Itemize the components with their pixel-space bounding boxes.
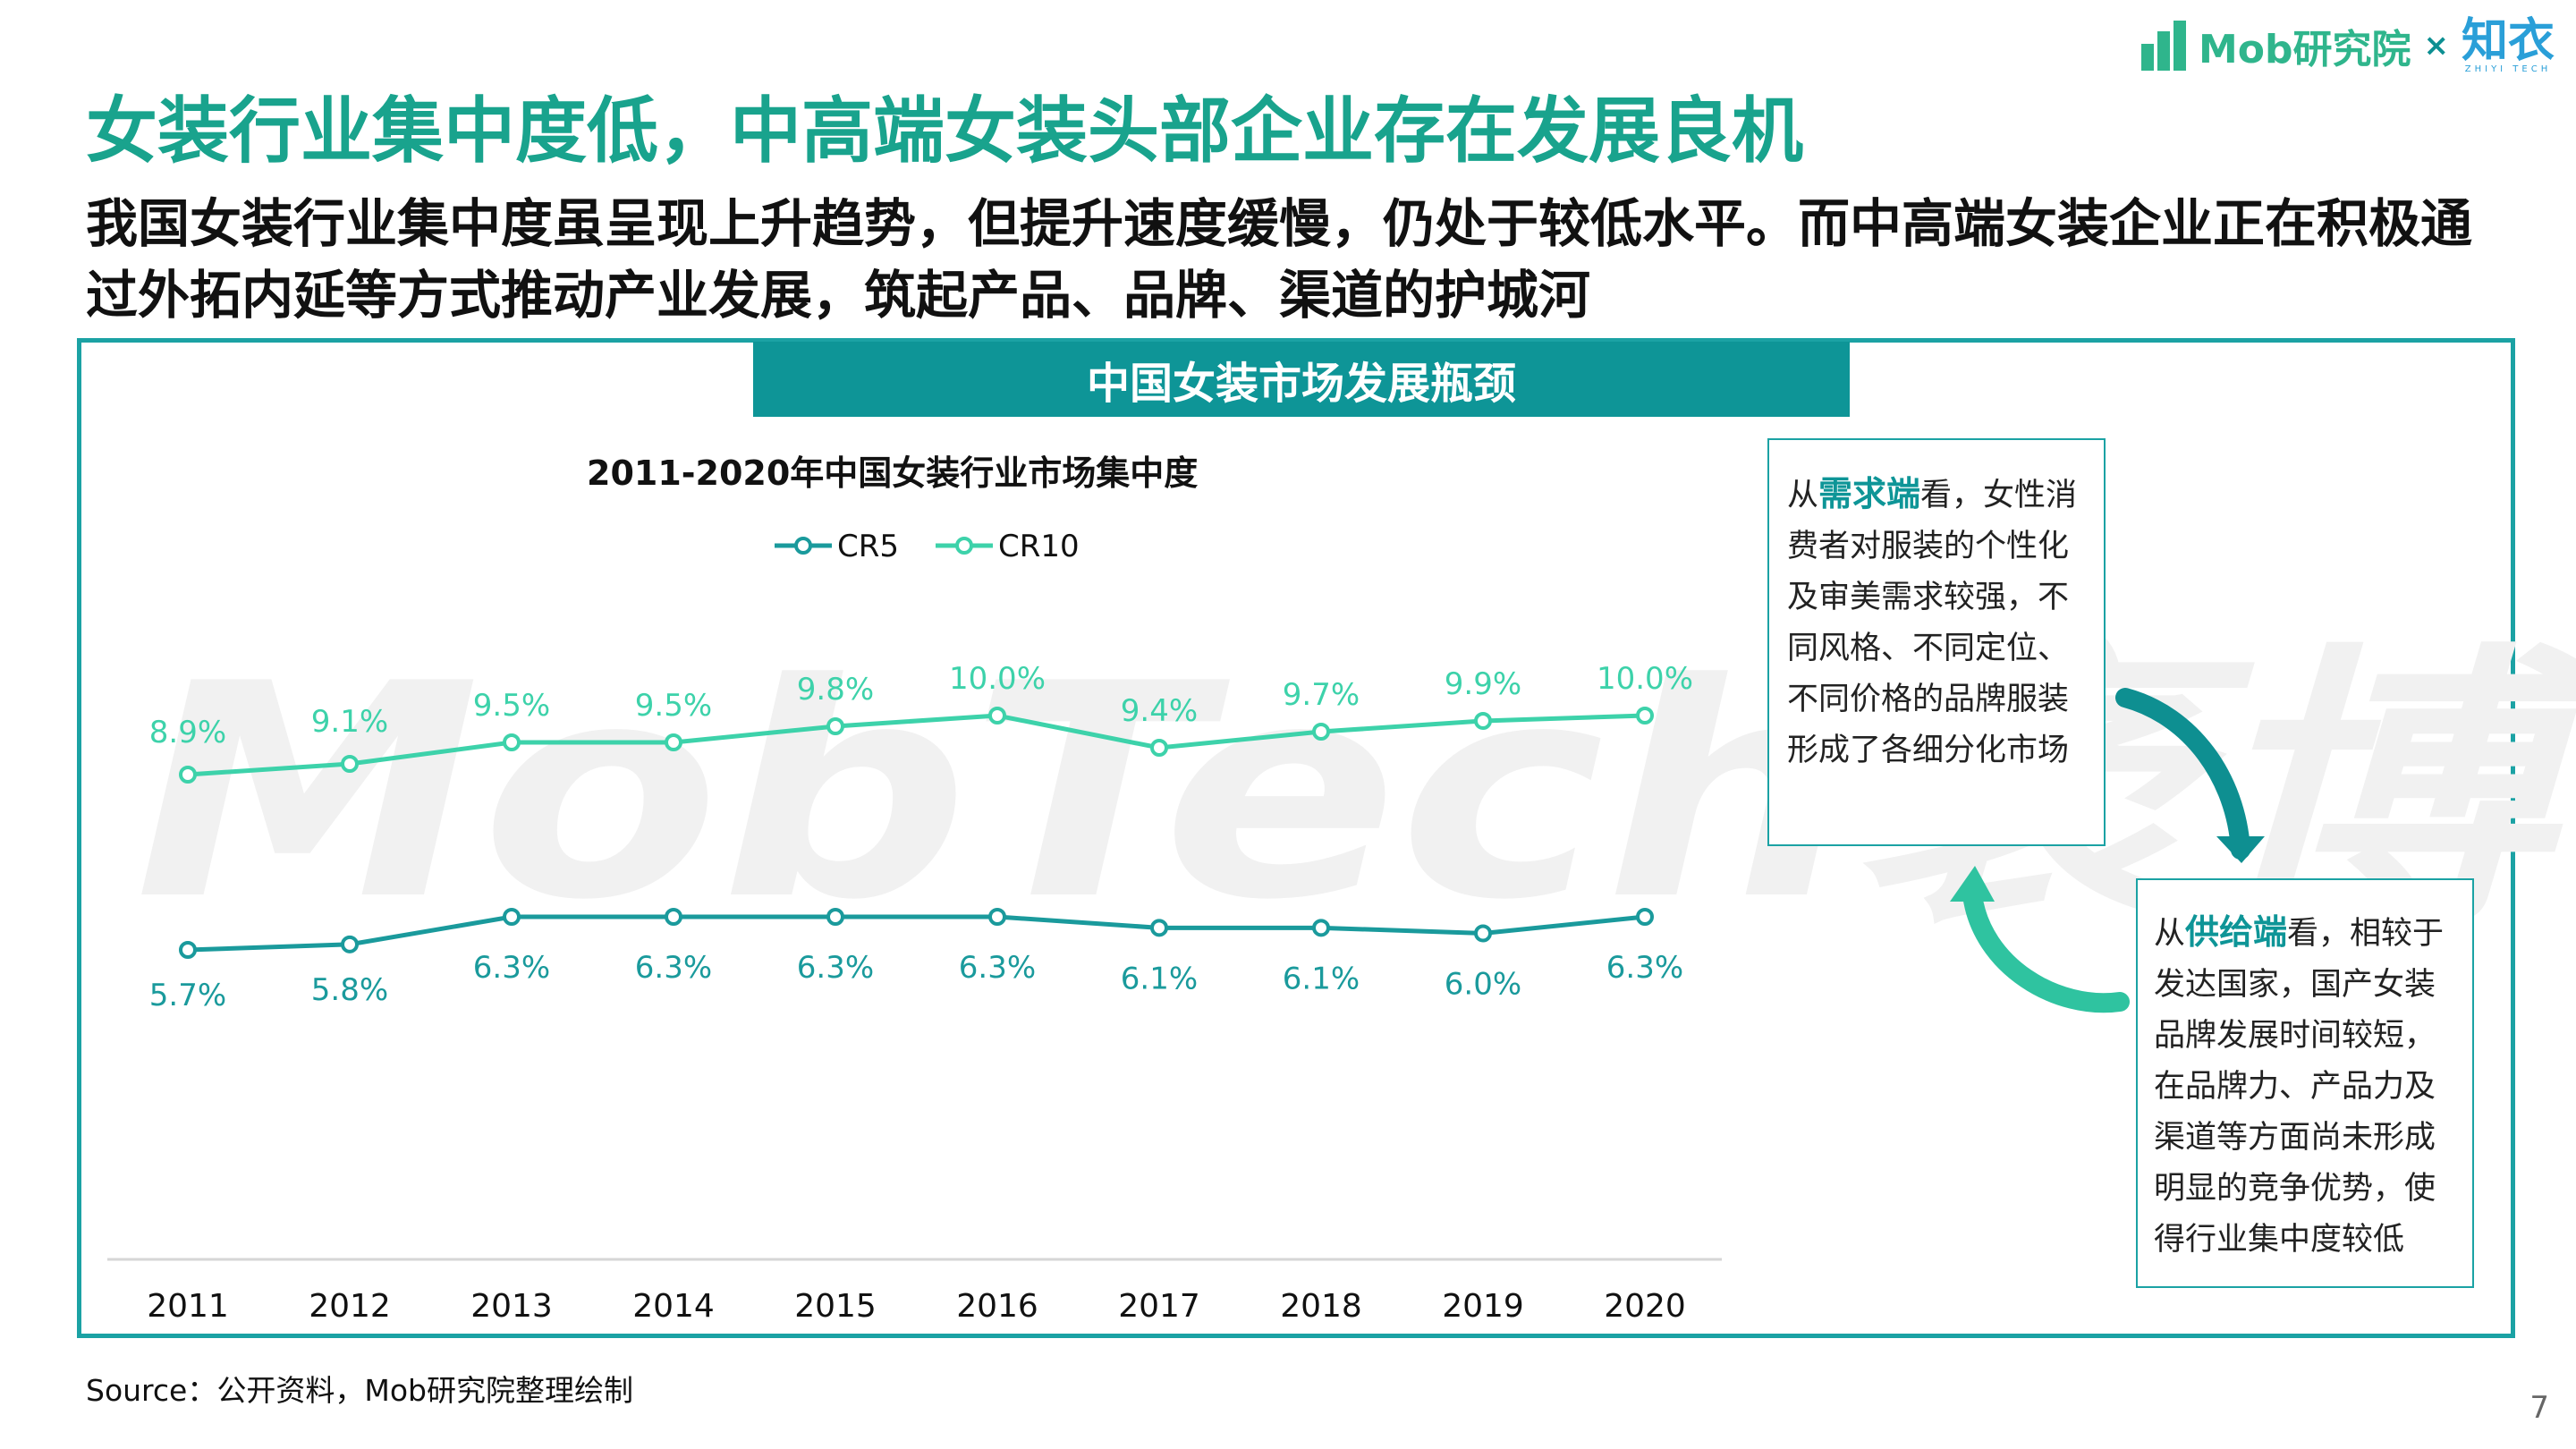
point-cr5-2017 bbox=[1150, 919, 1168, 937]
series-cr10: 8.9% 9.1% 9.5% 9.5% 9.8% 10.0% 9.4% 9.7% 9.9% 10.… bbox=[149, 661, 1693, 784]
point-cr5-2013 bbox=[503, 908, 521, 926]
x-tick-2016: 2016 bbox=[956, 1288, 1038, 1325]
demand-note: 从需求端看，女性消费者对服装的个性化及审美需求较强，不同风格、不同定位、不同价格… bbox=[1767, 438, 2106, 846]
mob-bar-icon bbox=[2140, 21, 2191, 71]
page-number: 7 bbox=[2529, 1390, 2549, 1426]
demand-highlight: 需求端 bbox=[1818, 474, 1921, 513]
x-tick-2019: 2019 bbox=[1442, 1288, 1524, 1325]
source-note: Source：公开资料，Mob研究院整理绘制 bbox=[86, 1373, 633, 1408]
cycle-arrows bbox=[1950, 688, 2265, 1013]
arrow-top-head-icon bbox=[2216, 836, 2265, 863]
point-cr10-2012 bbox=[341, 755, 359, 773]
supply-text: 看，相较于发达国家，国产女装品牌发展时间较短，在品牌力、产品力及渠道等方面尚未形… bbox=[2154, 916, 2445, 1258]
legend-marker-cr5 bbox=[794, 537, 812, 555]
label-cr5-2013: 6.3% bbox=[473, 950, 550, 986]
panel-header: 中国女装市场发展瓶颈 bbox=[753, 342, 1850, 417]
partner-sub: ZHIYI TECH bbox=[2464, 64, 2552, 74]
label-cr10-2015: 9.8% bbox=[797, 672, 874, 708]
chart-legend: CR5 CR10 bbox=[775, 529, 1080, 564]
point-cr5-2019 bbox=[1474, 924, 1492, 943]
legend-label-cr10: CR10 bbox=[998, 529, 1080, 564]
page-subtitle: 我国女装行业集中度虽呈现上升趋势，但提升速度缓慢，仍处于较低水平。而中高端女装企… bbox=[86, 193, 2473, 326]
legend-marker-cr10 bbox=[955, 537, 973, 555]
label-cr10-2018: 9.7% bbox=[1283, 677, 1360, 713]
series-line-cr10 bbox=[187, 713, 1646, 777]
series-layer: 5.7% 5.8% 6.3% 6.3% 6.3% 6.3% 6.1% 6.1% 6.0% 6.3%… bbox=[149, 661, 1693, 1013]
partner-name: 知衣 bbox=[2461, 13, 2555, 68]
label-cr5-2011: 5.7% bbox=[149, 978, 226, 1013]
point-cr10-2013 bbox=[503, 733, 521, 751]
x-tick-2013: 2013 bbox=[470, 1288, 553, 1325]
x-tick-2020: 2020 bbox=[1604, 1288, 1686, 1325]
supply-prefix: 从 bbox=[2154, 916, 2186, 952]
label-cr10-2011: 8.9% bbox=[149, 715, 226, 750]
supply-note: 从供给端看，相较于发达国家，国产女装品牌发展时间较短，在品牌力、产品力及渠道等方… bbox=[2136, 878, 2474, 1288]
x-tick-2018: 2018 bbox=[1280, 1288, 1362, 1325]
label-cr10-2014: 9.5% bbox=[635, 688, 712, 724]
label-cr5-2016: 6.3% bbox=[959, 950, 1036, 986]
point-cr5-2016 bbox=[988, 908, 1006, 926]
x-tick-2015: 2015 bbox=[794, 1288, 877, 1325]
label-cr5-2017: 6.1% bbox=[1121, 961, 1198, 996]
point-cr10-2018 bbox=[1312, 723, 1330, 741]
x-tick-2017: 2017 bbox=[1118, 1288, 1200, 1325]
chart-title: 2011-2020年中国女装行业市场集中度 bbox=[587, 453, 1199, 493]
label-cr5-2014: 6.3% bbox=[635, 950, 712, 986]
brand-name: Mob研究院 bbox=[2198, 27, 2411, 72]
label-cr5-2018: 6.1% bbox=[1283, 961, 1360, 996]
series-line-cr5 bbox=[187, 914, 1646, 953]
point-cr10-2016 bbox=[988, 707, 1006, 724]
label-cr10-2019: 9.9% bbox=[1445, 666, 1521, 702]
arrow-bottom-head-icon bbox=[1950, 866, 1995, 902]
point-cr10-2015 bbox=[826, 717, 844, 735]
label-cr10-2016: 10.0% bbox=[949, 661, 1046, 697]
page-title: 女装行业集中度低，中高端女装头部企业存在发展良机 bbox=[86, 89, 1803, 173]
point-cr5-2020 bbox=[1636, 908, 1654, 926]
series-cr5: 5.7% 5.8% 6.3% 6.3% 6.3% 6.3% 6.1% 6.1% 6.0% 6.3% bbox=[149, 908, 1683, 1013]
label-cr10-2020: 10.0% bbox=[1597, 661, 1693, 697]
point-cr10-2019 bbox=[1474, 712, 1492, 730]
point-cr5-2015 bbox=[826, 908, 844, 926]
legend-item-cr10: CR10 bbox=[936, 529, 1080, 564]
point-cr10-2014 bbox=[665, 733, 682, 751]
supply-highlight: 供给端 bbox=[2185, 912, 2288, 952]
label-cr10-2013: 9.5% bbox=[473, 688, 550, 724]
label-cr5-2012: 5.8% bbox=[311, 972, 388, 1008]
point-cr10-2017 bbox=[1150, 739, 1168, 757]
x-tick-2014: 2014 bbox=[632, 1288, 715, 1325]
arrow-bottom-icon bbox=[1962, 885, 2130, 1013]
point-cr10-2011 bbox=[179, 766, 197, 784]
point-cr5-2018 bbox=[1312, 919, 1330, 937]
x-ticks: 2011 2012 2013 2014 2015 2016 2017 2018 2019 2020 bbox=[147, 1288, 1686, 1325]
legend-label-cr5: CR5 bbox=[837, 529, 899, 564]
logo-cross: × bbox=[2423, 28, 2449, 64]
x-tick-2012: 2012 bbox=[309, 1288, 391, 1325]
logo-area: Mob研究院 × 知衣 ZHIYI TECH bbox=[2140, 14, 2555, 77]
point-cr5-2014 bbox=[665, 908, 682, 926]
legend-item-cr5: CR5 bbox=[775, 529, 899, 564]
arrow-top-icon bbox=[2115, 688, 2250, 860]
partner-logo: 知衣 ZHIYI TECH bbox=[2462, 18, 2555, 74]
mob-logo: Mob研究院 bbox=[2140, 17, 2411, 74]
label-cr5-2019: 6.0% bbox=[1445, 967, 1521, 1003]
label-cr5-2015: 6.3% bbox=[797, 950, 874, 986]
content-panel bbox=[77, 338, 2515, 1338]
label-cr10-2012: 9.1% bbox=[311, 704, 388, 740]
point-cr5-2012 bbox=[341, 935, 359, 953]
demand-prefix: 从 bbox=[1787, 478, 1819, 513]
point-cr10-2020 bbox=[1636, 707, 1654, 724]
label-cr10-2017: 9.4% bbox=[1121, 693, 1198, 729]
point-cr5-2011 bbox=[179, 941, 197, 959]
demand-text: 看，女性消费者对服装的个性化及审美需求较强，不同风格、不同定位、不同价格的品牌服… bbox=[1787, 478, 2078, 768]
x-tick-2011: 2011 bbox=[147, 1288, 229, 1325]
label-cr5-2020: 6.3% bbox=[1606, 950, 1683, 986]
